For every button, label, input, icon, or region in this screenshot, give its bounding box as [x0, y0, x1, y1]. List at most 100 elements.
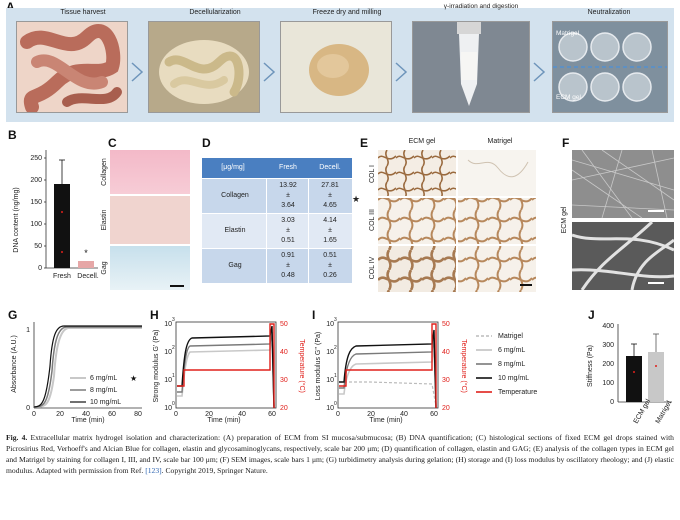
figure-caption: Fig. 4. Extracellular matrix hydrogel is…: [6, 432, 674, 476]
i-yexp-1: 1: [334, 373, 337, 379]
sem-image-bottom: [572, 222, 674, 290]
h-y2tick-50: 50: [280, 321, 288, 328]
tube-photo: [412, 21, 530, 113]
step-label-3: Freeze dry and milling: [312, 9, 382, 16]
panel-a-label: A: [6, 0, 15, 14]
i-series-10mg: [339, 329, 437, 409]
g-xtick-1: 20: [56, 411, 64, 418]
panel-d-star: ★: [352, 194, 361, 204]
i-y2tick-20: 20: [442, 405, 450, 412]
panel-b-cat-decell: Decell.: [77, 273, 98, 280]
row-name-collagen: Collagen: [221, 192, 249, 199]
ecm-gel-tag: ECM gel: [556, 94, 581, 101]
bar-decell: [78, 261, 94, 268]
caption-ref-link[interactable]: [123]: [145, 466, 162, 475]
b-ytick: 0: [38, 265, 42, 272]
bar-ecm-gel: [626, 356, 642, 402]
gag-fresh-pm: ±: [286, 262, 290, 269]
panel-j-chart: Stiffness (Pa) 0 100 200 300 400 ECM gel…: [587, 323, 673, 425]
h-y2tick-30: 30: [280, 377, 288, 384]
row-collagen: Collagen: [101, 158, 108, 186]
i-ytick-2: 10: [326, 349, 334, 356]
h-xtick-20: 20: [205, 411, 213, 418]
i-xtick-40: 40: [400, 411, 408, 418]
h-ytick-2: 10: [164, 349, 172, 356]
j-ytick-200: 200: [602, 361, 614, 368]
b-ytick: 50: [34, 243, 42, 250]
panel-b-label: B: [8, 128, 17, 142]
row-name-elastin: Elastin: [224, 227, 246, 234]
i-ytick-1: 10: [326, 377, 334, 384]
h-ytick-1: 10: [164, 377, 172, 384]
row-elastin: Elastin: [101, 209, 108, 230]
i-y2tick-30: 30: [442, 377, 450, 384]
gag-stain: [110, 246, 190, 290]
i-series-matrigel: [339, 381, 437, 407]
collagen-fresh-sd: 3.64: [281, 202, 295, 209]
row-gag: Gag: [101, 261, 108, 274]
matrigel-col3-image: [458, 198, 536, 244]
panel-h-ylabel: Strong modulus G' (Pa): [153, 330, 160, 403]
h-xtick-0: 0: [174, 411, 178, 418]
gag-fresh-sd: 0.48: [281, 272, 295, 279]
caption-fig-label: Fig. 4.: [6, 433, 28, 442]
panel-i-ylabel: Loss modulus G'' (Pa): [315, 332, 322, 400]
panel-f-sem: [572, 150, 674, 290]
panel-b-marker: *: [84, 248, 88, 258]
table-row-elastin: [202, 214, 352, 248]
decellularization-photo: [148, 21, 260, 113]
neutralization-photo: Matrigel ECM gel: [552, 21, 668, 113]
matrigel-col1-image: [458, 150, 536, 196]
panel-g-label: G: [8, 308, 18, 322]
arrow-1: [131, 62, 144, 82]
i-yexp-2: 2: [334, 345, 337, 351]
caption-text: Extracellular matrix hydrogel isolation …: [6, 433, 674, 475]
h-series-6mg: [177, 335, 275, 407]
h-y2tick-40: 40: [280, 349, 288, 356]
arrow-2: [263, 62, 276, 82]
b-ytick: 100: [30, 221, 42, 228]
panel-f-label: F: [562, 136, 570, 150]
b-ytick: 150: [30, 199, 42, 206]
gag-fresh-mean: 0.91: [281, 252, 295, 259]
h-xtick-40: 40: [238, 411, 246, 418]
elastin-decell-sd: 1.65: [323, 237, 337, 244]
table-header-bg: [202, 158, 352, 178]
panel-g-xlabel: Time (min): [71, 417, 104, 424]
h-xtick-60: 60: [268, 411, 276, 418]
row-name-gag: Gag: [228, 262, 242, 269]
h-yexp-1: 1: [172, 373, 175, 379]
caption-tail: . Copyright 2019, Springer Nature.: [161, 466, 268, 475]
elastin-fresh-mean: 3.03: [281, 217, 295, 224]
panel-i-y2label: Temperature (°C): [460, 339, 468, 393]
row-col1: COL I: [369, 165, 376, 183]
gag-decell-sd: 0.26: [323, 272, 337, 279]
panel-b-ylabel: DNA content (ng/mg): [13, 187, 20, 252]
panel-h-label: H: [150, 308, 159, 322]
panel-e-row-labels: COL I COL III COL IV: [369, 165, 376, 279]
step-label-5: Neutralization: [587, 9, 631, 16]
panel-hi-legend: Matrigel 6 mg/mL 8 mg/mL 10 mg/mL Temper…: [476, 333, 537, 396]
panel-b-cat-fresh: Fresh: [53, 273, 71, 280]
g-legend-8mg: 8 mg/mL: [90, 387, 117, 394]
elastin-fresh-pm: ±: [286, 227, 290, 234]
h-ytick-3: 10: [164, 321, 172, 328]
matrigel-tag: Matrigel: [556, 30, 580, 37]
legend-matrigel: Matrigel: [498, 333, 523, 340]
b-ytick: 200: [30, 177, 42, 184]
elastin-fresh-sd: 0.51: [281, 237, 295, 244]
h-ytick-0: 10: [164, 405, 172, 412]
table-row-gag: [202, 249, 352, 283]
table-row-collagen: [202, 179, 352, 213]
panel-h-xlabel: Time (min): [207, 417, 240, 424]
g-xtick-0: 0: [32, 411, 36, 418]
panel-i-label: I: [312, 308, 316, 322]
g-xtick-2: 40: [82, 411, 90, 418]
gag-decell-pm: ±: [328, 262, 332, 269]
collagen-fresh-mean: 13.92: [279, 182, 297, 189]
arrow-3: [395, 62, 408, 82]
step-label-1: Tissue harvest: [60, 9, 106, 16]
panel-i-chart: Loss modulus G'' (Pa) Temperature (°C) T…: [315, 317, 468, 424]
powder-photo: [280, 21, 392, 113]
wellplate-illustration: [553, 32, 667, 102]
